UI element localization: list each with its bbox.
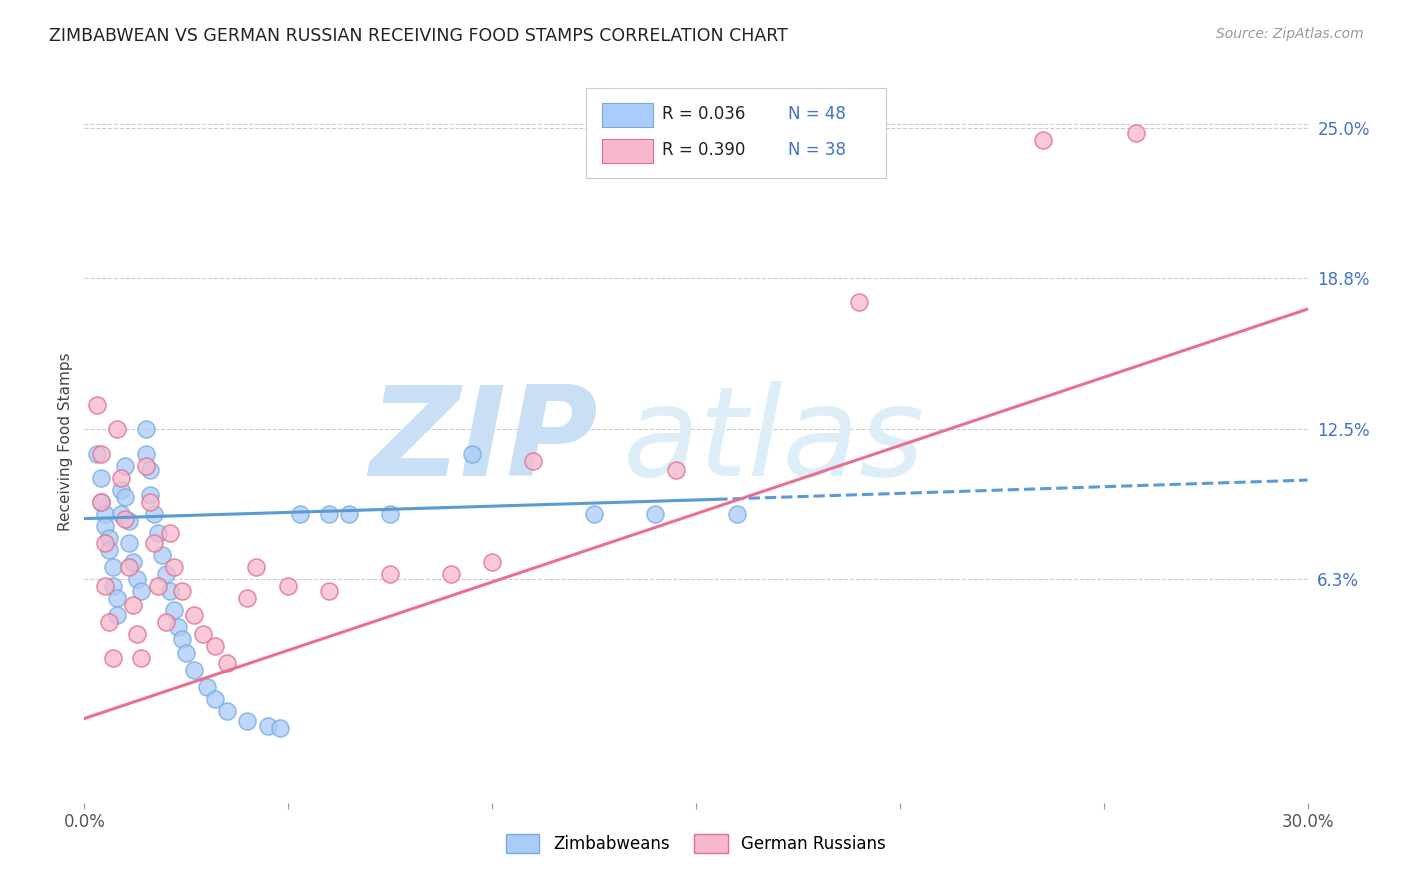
Point [142,507,165,521]
Point [725,507,748,521]
Point [90,494,112,508]
Point [97,615,120,630]
Point [217,656,239,670]
FancyBboxPatch shape [602,103,654,128]
Text: R = 0.390: R = 0.390 [662,141,745,160]
Point [665,463,688,477]
Y-axis label: Receiving Food Stamps: Receiving Food Stamps [58,352,73,531]
Point [138,494,160,508]
FancyBboxPatch shape [586,87,886,178]
Point [114,490,136,504]
Point [93,507,115,521]
Point [150,548,173,562]
Point [257,719,280,733]
Point [195,680,218,694]
Point [127,572,149,586]
Point [183,607,205,622]
Point [101,579,124,593]
Point [90,494,112,508]
Point [105,607,128,622]
Point [127,627,149,641]
Text: N = 48: N = 48 [787,105,845,123]
Point [191,627,214,641]
Point [644,507,666,521]
Point [380,567,402,582]
Text: ZIP: ZIP [370,381,598,502]
Point [110,507,132,521]
Point [118,514,141,528]
Point [90,471,112,485]
Point [848,294,870,309]
Point [1032,133,1054,147]
Point [172,632,194,646]
Point [236,591,259,606]
Point [172,583,194,598]
Point [290,507,312,521]
Point [163,559,186,574]
Point [114,511,136,525]
Point [155,615,177,630]
Point [122,555,145,569]
Point [86,446,108,460]
Point [204,639,226,653]
Point [1125,126,1147,140]
Point [159,526,181,541]
Point [318,507,340,521]
Point [217,704,239,718]
Point [440,567,463,582]
Point [159,583,181,598]
Point [583,507,606,521]
Point [339,507,361,521]
Point [204,692,226,706]
Text: N = 38: N = 38 [787,141,846,160]
Point [277,579,299,593]
Point [380,507,402,521]
Point [86,398,108,412]
Point [118,559,141,574]
Point [97,531,120,545]
Point [135,423,157,437]
Text: ZIMBABWEAN VS GERMAN RUSSIAN RECEIVING FOOD STAMPS CORRELATION CHART: ZIMBABWEAN VS GERMAN RUSSIAN RECEIVING F… [49,27,789,45]
Point [110,471,132,485]
Point [122,599,145,613]
Point [522,454,544,468]
Point [114,458,136,473]
Point [318,583,340,598]
Point [118,535,141,549]
FancyBboxPatch shape [602,139,654,163]
Point [269,721,291,735]
Point [101,651,124,665]
Point [131,583,153,598]
Point [135,446,157,460]
Point [105,591,128,606]
Point [146,526,169,541]
Point [142,535,165,549]
Point [183,664,205,678]
Text: Source: ZipAtlas.com: Source: ZipAtlas.com [1216,27,1364,41]
Point [481,555,503,569]
Point [110,483,132,497]
Point [93,518,115,533]
Point [163,603,186,617]
Point [131,651,153,665]
Point [167,620,190,634]
Point [93,579,115,593]
Point [93,535,115,549]
Point [236,714,259,728]
Point [155,567,177,582]
Text: R = 0.036: R = 0.036 [662,105,745,123]
Point [138,487,160,501]
Point [101,559,124,574]
Point [174,647,197,661]
Point [105,423,128,437]
Point [461,446,484,460]
Text: atlas: atlas [623,381,925,502]
Legend: Zimbabweans, German Russians: Zimbabweans, German Russians [499,827,893,860]
Point [97,542,120,557]
Point [138,463,160,477]
Point [146,579,169,593]
Point [135,458,157,473]
Point [245,559,267,574]
Point [90,446,112,460]
